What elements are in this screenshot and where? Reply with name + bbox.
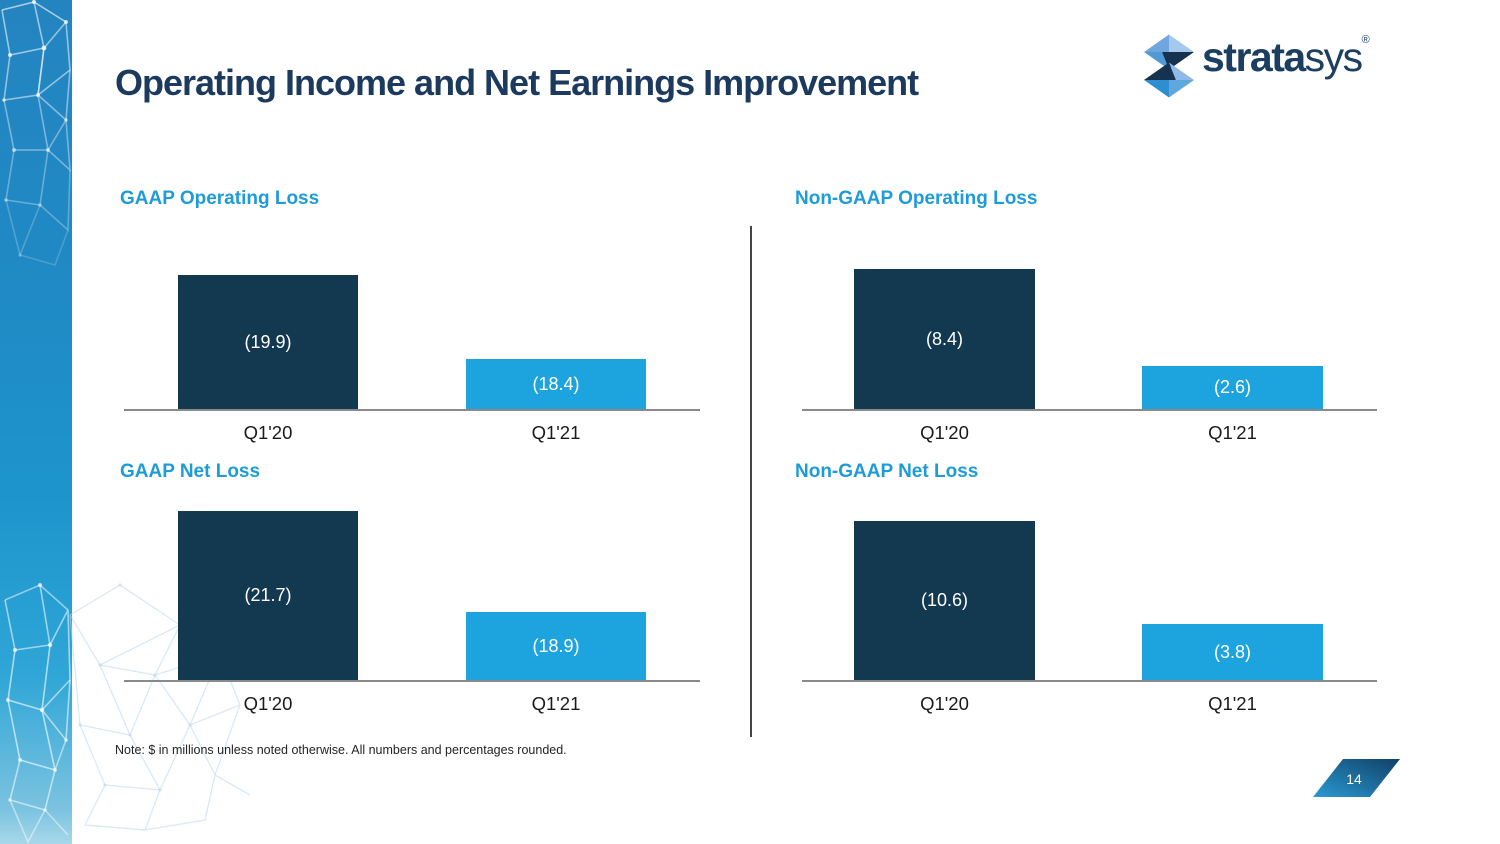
category-label: Q1'21 — [1208, 693, 1257, 714]
network-mesh-icon — [1, 0, 71, 844]
chart-gaap-operating-loss: (19.9) Q1'20 (18.4) Q1'21 — [124, 249, 700, 443]
registered-trademark: ® — [1361, 34, 1370, 46]
sidebar-decoration — [0, 0, 72, 844]
page-number: 14 — [1346, 771, 1362, 787]
bar-q120: (10.6) — [854, 521, 1035, 680]
bar-value-label: (10.6) — [920, 590, 969, 610]
bar-q120: (21.7) — [178, 511, 358, 680]
logo-text-light: sys — [1304, 34, 1364, 80]
page-number-tab: 14 — [1313, 759, 1400, 797]
bar-value-label: (18.9) — [532, 635, 580, 656]
category-label: Q1'21 — [531, 422, 581, 443]
logo-text-bold: strata — [1202, 34, 1306, 80]
category-label: Q1'20 — [920, 422, 969, 443]
bar-q121: (18.9) — [466, 612, 646, 680]
chart-non-gaap-net-loss: (10.6) Q1'20 (3.8) Q1'21 — [802, 505, 1377, 714]
stratasys-wordmark: stratasys® — [1202, 34, 1370, 81]
category-label: Q1'20 — [243, 693, 293, 714]
stratasys-diamond-icon — [1144, 34, 1194, 98]
footnote: Note: $ in millions unless noted otherwi… — [115, 743, 567, 757]
page-title: Operating Income and Net Earnings Improv… — [115, 62, 919, 103]
bar-value-label: (21.7) — [244, 585, 292, 605]
bar-value-label: (2.6) — [1213, 377, 1251, 397]
page-tab-shape — [1313, 759, 1400, 797]
bar-value-label: (3.8) — [1213, 641, 1251, 662]
bar-q121: (3.8) — [1142, 624, 1323, 680]
stratasys-logo: stratasys® — [1142, 32, 1402, 102]
chart-non-gaap-operating-loss: (8.4) Q1'20 (2.6) Q1'21 — [802, 249, 1377, 443]
x-axis-line — [802, 409, 1377, 411]
x-axis-line — [124, 680, 700, 682]
x-axis-line — [124, 409, 700, 411]
chart-title-gaap-operating-loss: GAAP Operating Loss — [120, 188, 320, 209]
chart-title-non-gaap-operating-loss: Non-GAAP Operating Loss — [795, 188, 1038, 209]
bar-q121: (18.4) — [466, 359, 646, 409]
chart-gaap-net-loss: (21.7) Q1'20 (18.9) Q1'21 — [124, 505, 700, 714]
bar-value-label: (18.4) — [532, 373, 580, 394]
bar-q121: (2.6) — [1142, 366, 1323, 409]
chart-title-non-gaap-net-loss: Non-GAAP Net Loss — [795, 461, 979, 482]
column-divider-line — [750, 226, 752, 737]
category-label: Q1'21 — [531, 693, 581, 714]
category-label: Q1'20 — [243, 422, 293, 443]
x-axis-line — [802, 680, 1377, 682]
category-label: Q1'20 — [920, 693, 969, 714]
bar-q120: (19.9) — [178, 275, 358, 409]
chart-title-gaap-net-loss: GAAP Net Loss — [120, 461, 261, 482]
bar-value-label: (19.9) — [244, 331, 292, 352]
category-label: Q1'21 — [1208, 422, 1257, 443]
bar-q120: (8.4) — [854, 269, 1035, 409]
bar-value-label: (8.4) — [925, 328, 963, 349]
